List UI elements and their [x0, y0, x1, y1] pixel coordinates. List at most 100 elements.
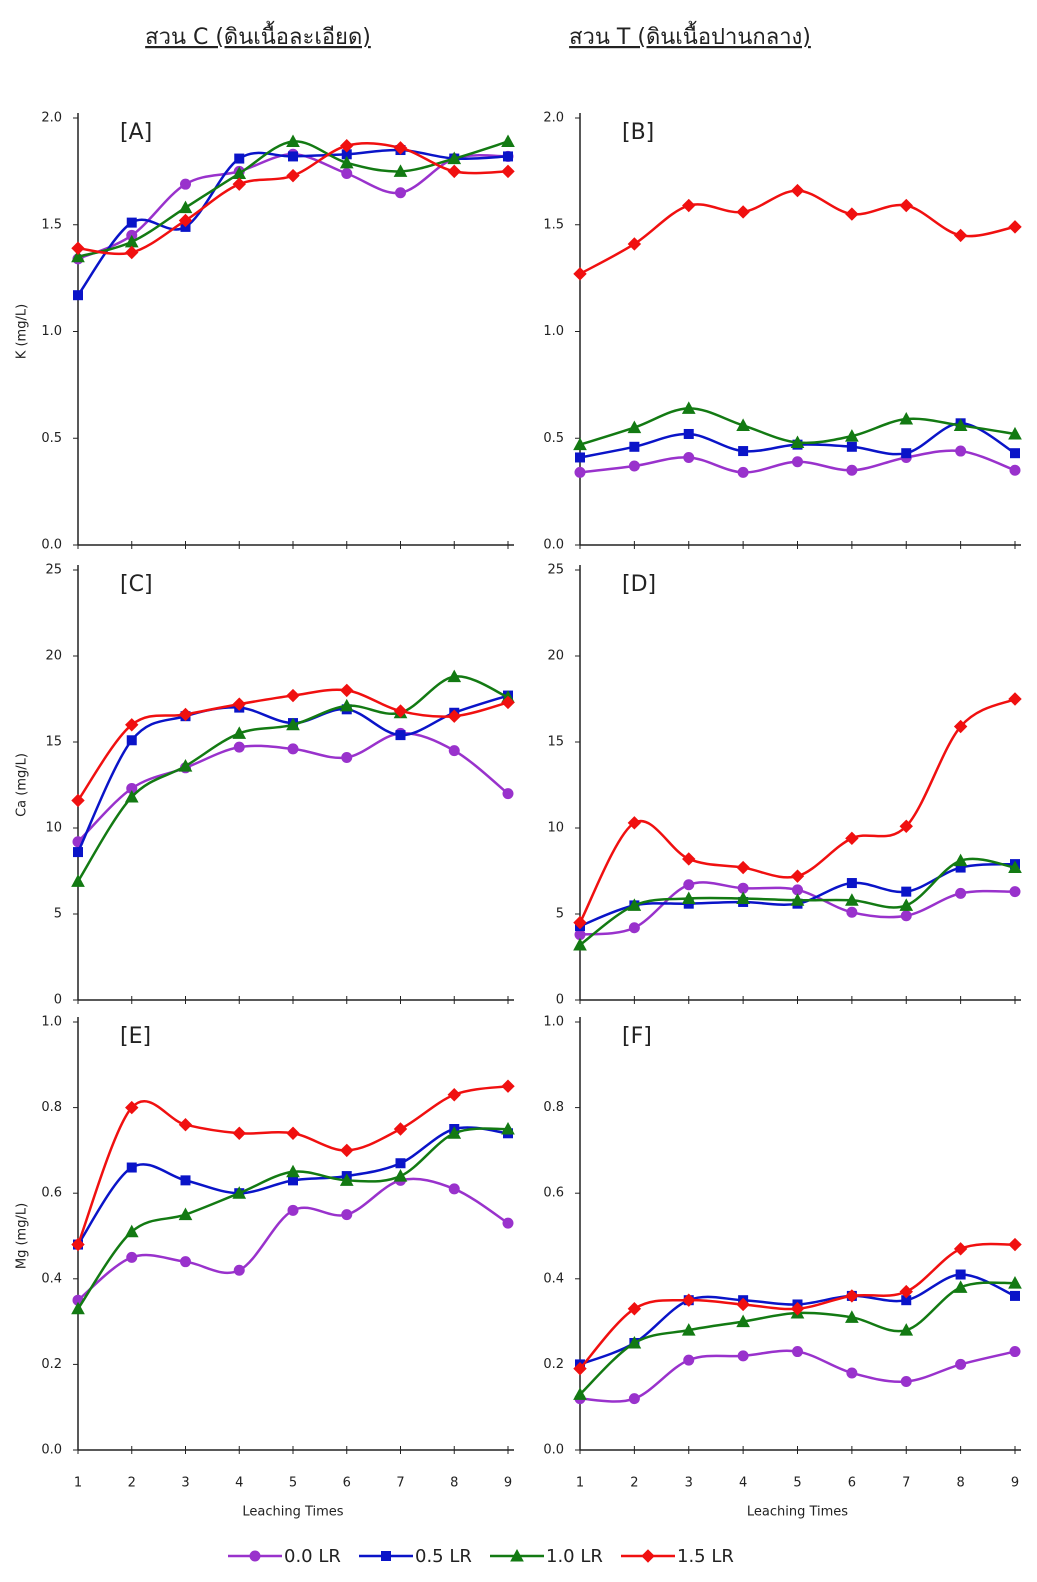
- marker: [955, 887, 967, 899]
- marker: [126, 735, 137, 746]
- marker: [178, 759, 193, 772]
- marker: [341, 168, 353, 180]
- x-tick-label: 9: [504, 1476, 512, 1491]
- marker: [953, 418, 968, 431]
- marker: [573, 1387, 587, 1400]
- y-tick-label: 15: [547, 735, 564, 750]
- marker: [287, 743, 299, 755]
- y-tick-label: 20: [45, 649, 62, 664]
- marker: [393, 164, 408, 177]
- marker: [1009, 464, 1021, 476]
- marker: [339, 155, 354, 169]
- marker: [736, 1314, 750, 1328]
- y-tick-label: 1.0: [41, 1015, 62, 1030]
- marker: [681, 891, 696, 905]
- marker: [502, 788, 514, 800]
- y-tick-label: 0.6: [543, 1186, 564, 1201]
- marker: [900, 910, 912, 922]
- marker: [736, 418, 750, 431]
- marker: [286, 717, 300, 731]
- legend-marker: [510, 1548, 524, 1562]
- panel: 0.0 0.5 1.0 1.5 2.0 K (mg/L) [A]: [15, 111, 515, 553]
- marker: [736, 205, 750, 219]
- marker: [501, 1079, 515, 1093]
- marker: [395, 730, 406, 741]
- marker: [573, 937, 587, 951]
- marker: [845, 1310, 859, 1323]
- x-tick-label: 2: [128, 1476, 136, 1491]
- marker: [180, 1175, 191, 1186]
- marker: [737, 1350, 749, 1362]
- marker: [683, 879, 695, 891]
- series-line: [579, 1281, 1016, 1396]
- x-tick-label: 5: [289, 1476, 297, 1491]
- x-tick-label: 1: [74, 1476, 82, 1491]
- y-tick-label: 10: [45, 821, 62, 836]
- legend-label: 0.0 LR: [284, 1546, 341, 1567]
- marker: [71, 241, 85, 255]
- marker: [448, 1183, 460, 1195]
- marker: [1008, 692, 1022, 706]
- marker: [575, 452, 585, 463]
- marker: [178, 1207, 193, 1221]
- marker: [627, 898, 642, 911]
- marker: [71, 793, 85, 808]
- x-tick-label: 7: [396, 1476, 404, 1491]
- marker: [846, 441, 857, 452]
- marker: [846, 464, 858, 476]
- marker: [1009, 886, 1021, 898]
- marker: [790, 893, 805, 906]
- series-line: [77, 1177, 509, 1302]
- marker: [395, 187, 406, 199]
- marker: [180, 1256, 191, 1268]
- y-axis-label: K (mg/L): [15, 304, 30, 359]
- marker: [447, 164, 461, 179]
- panel: 0 5 10 15 20 25 [D]: [547, 563, 1022, 1008]
- marker: [447, 1088, 461, 1102]
- legend-marker: [381, 1551, 391, 1561]
- marker: [232, 177, 246, 191]
- marker: [846, 906, 858, 918]
- y-tick-label: 0.0: [543, 1443, 564, 1458]
- marker: [232, 1126, 246, 1140]
- marker: [790, 869, 805, 883]
- marker: [627, 816, 642, 830]
- marker: [900, 1376, 912, 1388]
- y-tick-label: 20: [547, 649, 564, 664]
- marker: [124, 789, 139, 803]
- marker: [681, 1323, 696, 1336]
- y-tick-label: 0.4: [41, 1271, 62, 1286]
- marker: [341, 1209, 353, 1221]
- panel-label: [E]: [120, 1024, 151, 1049]
- y-tick-label: 0.2: [41, 1357, 62, 1372]
- marker: [899, 411, 914, 425]
- x-tick-label: 5: [793, 1476, 801, 1491]
- y-tick-label: 0.5: [543, 431, 564, 446]
- marker: [899, 1323, 914, 1336]
- marker: [126, 1251, 138, 1263]
- marker: [682, 198, 696, 213]
- marker: [447, 1126, 462, 1139]
- marker: [627, 1335, 642, 1349]
- x-tick-label: 2: [630, 1476, 638, 1491]
- marker: [393, 141, 408, 155]
- y-tick-label: 1.0: [543, 1015, 564, 1030]
- marker: [232, 697, 246, 711]
- marker: [627, 237, 642, 251]
- series-line: [76, 148, 509, 296]
- marker: [286, 1164, 300, 1178]
- marker: [125, 245, 139, 260]
- marker: [736, 860, 750, 875]
- marker: [953, 853, 968, 867]
- marker: [126, 1162, 137, 1173]
- marker: [341, 751, 353, 763]
- marker: [288, 151, 298, 162]
- marker: [953, 1280, 968, 1293]
- marker: [73, 290, 83, 301]
- x-axis-label: Leaching Times: [747, 1505, 848, 1520]
- y-tick-label: 5: [556, 907, 564, 922]
- marker: [395, 1158, 406, 1169]
- marker: [71, 1301, 85, 1315]
- marker: [393, 1169, 408, 1182]
